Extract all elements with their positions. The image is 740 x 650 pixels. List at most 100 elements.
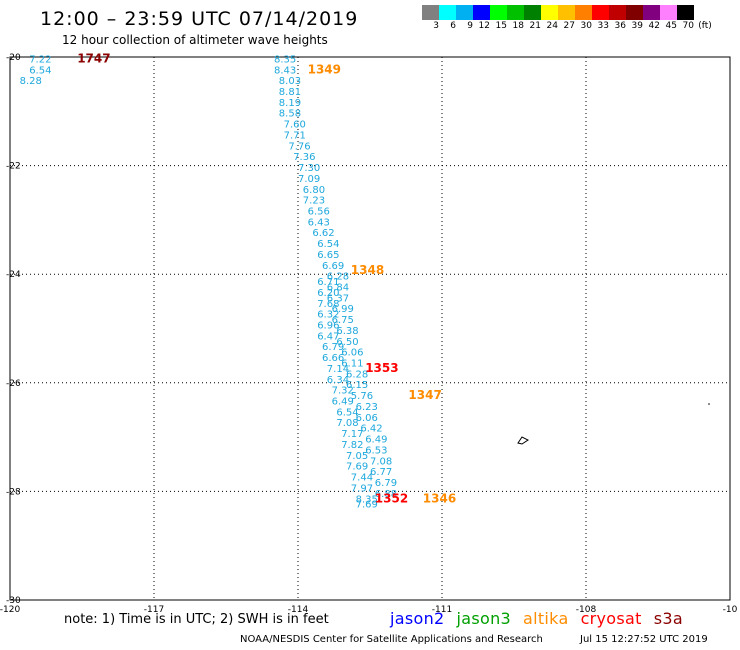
x-tick-label: -114	[288, 605, 309, 615]
swh-label: 6.23	[356, 402, 378, 413]
scale-label: 45	[665, 21, 677, 31]
pass-number-label: 1349	[308, 62, 341, 76]
swh-label: 6.96	[317, 321, 339, 332]
swh-label: 6.32	[317, 310, 339, 321]
x-tick-label: -120	[0, 605, 20, 615]
scale-label: 21	[529, 21, 541, 31]
color-scale-labels: 3 6 9 12 15 18 21 24 27 30 33 36 39 42 45 70 (ft)	[422, 21, 716, 31]
pass-number-label: 1353	[365, 361, 398, 375]
y-tick-label: -24	[6, 270, 21, 280]
swh-label: 6.79	[375, 478, 397, 489]
color-scale	[422, 5, 694, 20]
scale-label: 70	[682, 21, 694, 31]
swh-label: 8.81	[279, 87, 301, 98]
pass-number-label: 1352	[375, 491, 408, 505]
scale-label: 3	[433, 21, 439, 31]
y-tick-label: -20	[6, 53, 21, 63]
units-note: note: 1) Time is in UTC; 2) SWH is in fe…	[64, 612, 329, 627]
legend-s3a: s3a	[653, 609, 683, 628]
legend-cryosat: cryosat	[580, 609, 642, 628]
swh-label: 6.49	[332, 397, 354, 408]
swh-label: 6.75	[332, 315, 354, 326]
swh-label: 7.82	[341, 440, 363, 451]
scale-label: (ft)	[698, 21, 712, 31]
scale-swatch	[677, 5, 694, 20]
swh-label: 6.80	[303, 185, 325, 196]
swh-label: 6.15	[346, 380, 368, 391]
scale-swatch	[490, 5, 507, 20]
swh-label: 6.77	[370, 467, 392, 478]
scale-label: 33	[597, 21, 609, 31]
scale-swatch	[592, 5, 609, 20]
swh-label: 7.32	[332, 386, 354, 397]
swh-label: 7.68	[317, 299, 339, 310]
x-tick-label: -111	[432, 605, 452, 615]
x-tick-label: -108	[576, 605, 597, 615]
swh-label: 6.20	[317, 288, 339, 299]
scale-label: 9	[467, 21, 473, 31]
swh-label: 6.34	[327, 375, 349, 386]
x-tick-label: -10	[723, 605, 738, 615]
swh-label: 7.22	[29, 54, 51, 65]
swh-label: 6.99	[332, 304, 354, 315]
scale-swatch	[558, 5, 575, 20]
swh-label: 6.54	[317, 239, 339, 250]
swh-label: 6.50	[336, 337, 358, 348]
scale-label: 39	[631, 21, 643, 31]
swh-label: 5.76	[351, 391, 373, 402]
swh-label: 6.84	[327, 282, 349, 293]
scale-swatch	[439, 5, 456, 20]
legend-jason2: jason2	[390, 609, 445, 628]
swh-label: 6.43	[308, 217, 330, 228]
swh-label: 7.76	[288, 141, 310, 152]
scale-swatch	[643, 5, 660, 20]
legend-altika: altika	[523, 609, 569, 628]
scale-label: 42	[648, 21, 660, 31]
scale-swatch	[609, 5, 626, 20]
scale-label: 24	[546, 21, 558, 31]
swh-label: 7.69	[356, 500, 378, 511]
pass-number-label: 1348	[351, 263, 384, 277]
swh-label: 6.28	[346, 369, 368, 380]
island-dot	[708, 403, 710, 405]
swh-label: 7.08	[370, 456, 392, 467]
swh-label: 7.71	[284, 130, 306, 141]
swh-label: 7.69	[346, 462, 368, 473]
swh-label: 8.03	[279, 76, 301, 87]
y-tick-label: -30	[6, 596, 21, 606]
scale-swatch	[660, 5, 677, 20]
footer-credit: NOAA/NESDIS Center for Satellite Applica…	[240, 634, 543, 645]
x-tick-label: -117	[144, 605, 164, 615]
scale-label: 18	[512, 21, 524, 31]
swh-label: 8.35	[274, 54, 296, 65]
swh-label: 7.17	[341, 429, 363, 440]
swh-label: 7.14	[327, 364, 349, 375]
page-subtitle: 12 hour collection of altimeter wave hei…	[62, 33, 328, 47]
pass-number-label: 1347	[408, 388, 441, 402]
scale-label: 36	[614, 21, 626, 31]
scale-swatch	[626, 5, 643, 20]
scale-label: 15	[495, 21, 507, 31]
swh-label: 7.60	[284, 120, 306, 131]
scale-label: 12	[478, 21, 490, 31]
swh-label: 6.28	[327, 272, 349, 283]
swh-label: 6.49	[365, 435, 387, 446]
swh-label: 8.19	[279, 98, 301, 109]
swh-label: 6.66	[322, 353, 344, 364]
page-title: 12:00 – 23:59 UTC 07/14/2019	[40, 8, 359, 30]
scale-swatch	[524, 5, 541, 20]
y-tick-label: -26	[6, 379, 21, 389]
scale-swatch	[456, 5, 473, 20]
swh-label: 6.06	[356, 413, 378, 424]
plot-frame	[9, 56, 731, 601]
swh-label: 8.28	[20, 76, 42, 87]
swh-label: 7.30	[298, 163, 320, 174]
swh-label: 6.62	[312, 228, 334, 239]
pass-number-label: 1747	[77, 51, 110, 65]
swh-label: 8.58	[279, 109, 301, 120]
scale-label: 27	[563, 21, 575, 31]
swh-label: 6.56	[308, 206, 330, 217]
swh-label: 6.54	[29, 65, 51, 76]
footer-timestamp: Jul 15 12:27:52 UTC 2019	[580, 634, 708, 645]
